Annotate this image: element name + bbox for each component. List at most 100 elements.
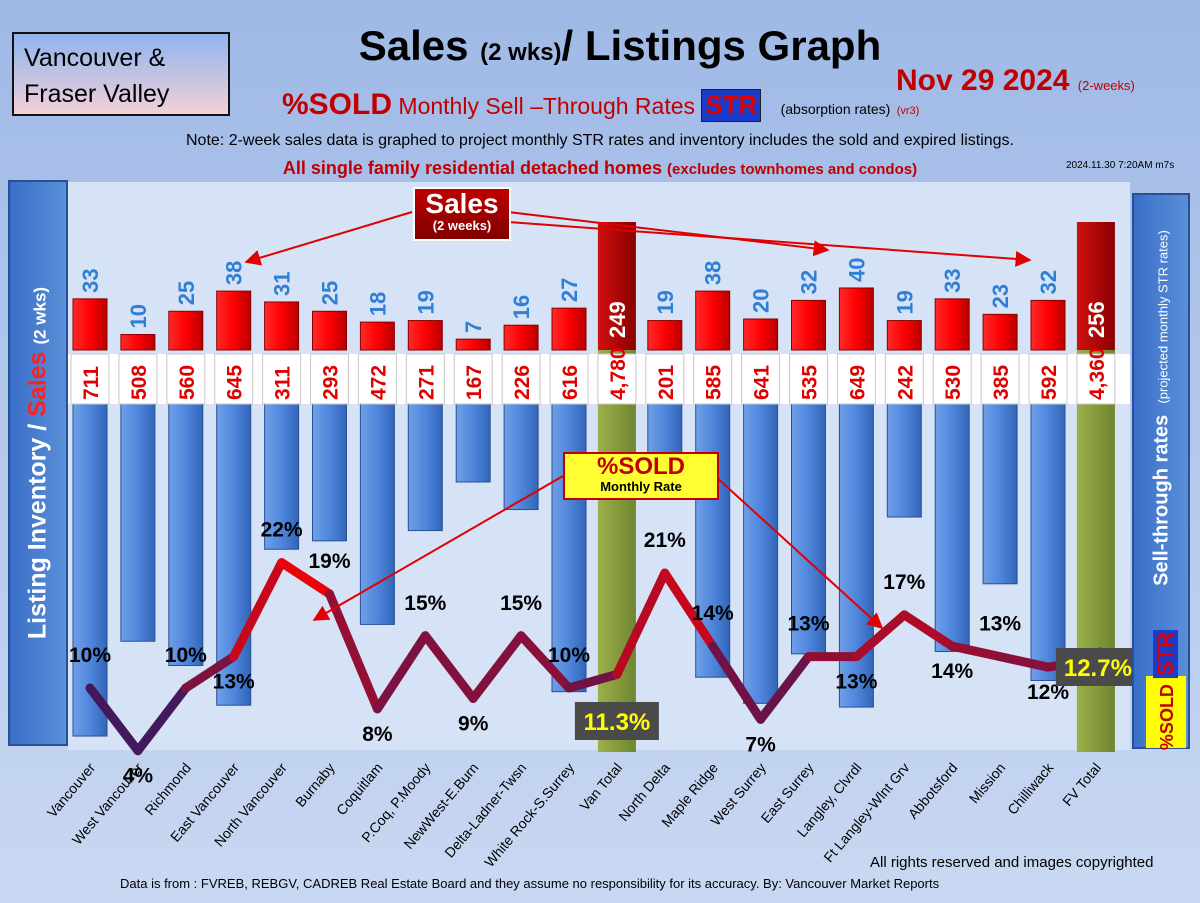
category-label: Abbotsford bbox=[905, 760, 961, 822]
left-axis-label: Listing Inventory / Sales (2 wks) bbox=[24, 287, 53, 639]
detached-note: (excludes townhomes and condos) bbox=[667, 161, 918, 178]
sales-label: 20 bbox=[749, 289, 774, 313]
sales-bar bbox=[1030, 299, 1066, 351]
category-label: Burnaby bbox=[292, 760, 338, 810]
str-line-segment bbox=[851, 610, 909, 662]
date-note: (2-weeks) bbox=[1077, 78, 1135, 93]
category-label: White Rock-S.Surrey bbox=[481, 760, 577, 870]
left-axis-sales: Sales bbox=[23, 351, 52, 417]
inventory-bar bbox=[455, 403, 491, 483]
source-text: Data is from : FVREB, REBGV, CADREB Real… bbox=[120, 876, 940, 891]
str-label: 15% bbox=[500, 592, 542, 615]
inventory-bar bbox=[597, 350, 636, 752]
detached-text: All single family residential detached h… bbox=[282, 158, 663, 178]
category-label: Mission bbox=[966, 760, 1009, 807]
str-line-segment bbox=[325, 589, 382, 714]
str-line-segment bbox=[756, 652, 813, 724]
right-axis-label: Sell-through rates (projected monthly ST… bbox=[1151, 230, 1174, 586]
str-line-segment bbox=[516, 631, 574, 693]
sales-label: 25 bbox=[174, 281, 199, 305]
inventory-label: 311 bbox=[272, 366, 295, 400]
inventory-label-cell bbox=[501, 353, 541, 405]
inventory-label: 649 bbox=[846, 365, 869, 400]
category-label: Van Total bbox=[576, 760, 625, 814]
inventory-bar bbox=[791, 403, 826, 655]
str-label: 10% bbox=[165, 644, 207, 667]
inventory-label-cell bbox=[932, 353, 972, 405]
inventory-label-cell bbox=[357, 353, 397, 405]
str-label: 13% bbox=[213, 671, 255, 694]
sales-label: 19 bbox=[653, 290, 678, 314]
inventory-label-cell bbox=[262, 353, 302, 405]
sales-label: 40 bbox=[844, 258, 869, 282]
title-small: (2 wks) bbox=[480, 39, 562, 66]
str-total-box bbox=[1055, 648, 1140, 686]
detached-heading: All single family residential detached h… bbox=[0, 158, 1200, 179]
sales-bar bbox=[216, 290, 252, 351]
sales-callout-title: Sales bbox=[425, 188, 499, 219]
inventory-bar bbox=[359, 403, 395, 625]
inventory-label-cell bbox=[453, 353, 493, 405]
sales-arrow bbox=[507, 221, 1032, 267]
inventory-label-cell bbox=[549, 353, 589, 405]
inventory-label-cell bbox=[884, 353, 924, 405]
sales-bar bbox=[551, 307, 587, 351]
str-label: 9% bbox=[458, 712, 489, 735]
sales-callout-sub: (2 weeks) bbox=[432, 218, 492, 233]
sold-arrow bbox=[312, 475, 564, 621]
sales-bar bbox=[886, 320, 922, 351]
right-str-badge: STR bbox=[1153, 629, 1178, 678]
sales-label: 25 bbox=[318, 281, 343, 305]
left-axis-wks: (2 wks) bbox=[30, 286, 50, 345]
str-label: 10% bbox=[548, 644, 590, 667]
category-label: Delta-Ladner-Twsn bbox=[441, 760, 529, 861]
subtitle-absorption: (absorption rates) bbox=[780, 101, 891, 117]
str-line-segment bbox=[420, 631, 478, 703]
inventory-label-cell bbox=[789, 353, 828, 405]
sales-bar bbox=[359, 321, 395, 351]
str-line-segment bbox=[947, 641, 1005, 662]
str-label: 11.3% bbox=[584, 709, 651, 736]
inventory-label: 645 bbox=[224, 365, 247, 400]
inventory-label: 641 bbox=[751, 365, 774, 400]
sales-label: 7 bbox=[461, 321, 486, 333]
str-label: 21% bbox=[644, 529, 686, 552]
inventory-bar bbox=[264, 403, 300, 550]
sold-arrow bbox=[714, 475, 884, 630]
inventory-label-cell bbox=[741, 353, 781, 405]
sales-bar bbox=[695, 290, 731, 351]
sales-label: 256 bbox=[1084, 301, 1109, 338]
sales-label: 23 bbox=[988, 284, 1013, 308]
inventory-label-cell bbox=[405, 353, 445, 405]
category-label: Chilliwack bbox=[1004, 759, 1057, 818]
sales-bar bbox=[120, 334, 156, 351]
sold-callout: %SOLD Monthly Rate bbox=[563, 452, 719, 500]
str-label: 19% bbox=[308, 550, 350, 573]
inventory-label: 530 bbox=[942, 365, 965, 400]
str-label: 12% bbox=[1027, 681, 1069, 704]
sales-label: 19 bbox=[413, 290, 438, 314]
inventory-label: 4,780 bbox=[607, 347, 630, 400]
str-label: 22% bbox=[261, 519, 303, 542]
inventory-bar bbox=[120, 403, 156, 642]
str-line-segment bbox=[899, 610, 957, 651]
str-label: 13% bbox=[835, 671, 877, 694]
title-rest: / Listings Graph bbox=[561, 22, 882, 69]
subtitle-pct-sold: %SOLD bbox=[282, 88, 393, 121]
inventory-label-cell bbox=[980, 353, 1020, 405]
sales-bar bbox=[934, 298, 970, 351]
str-label: 14% bbox=[692, 602, 734, 625]
str-line-segment bbox=[612, 568, 670, 679]
sales-bar bbox=[312, 310, 347, 351]
inventory-label-cell bbox=[1028, 353, 1068, 405]
inventory-label: 585 bbox=[703, 365, 726, 400]
inventory-label: 592 bbox=[1038, 365, 1061, 400]
sales-label: 10 bbox=[126, 304, 151, 328]
category-label: FV Total bbox=[1059, 760, 1104, 809]
str-line-segment bbox=[708, 641, 766, 724]
sales-callout: Sales (2 weeks) bbox=[413, 187, 511, 241]
note-text: Note: 2-week sales data is graphed to pr… bbox=[186, 132, 1014, 149]
str-line-segment bbox=[564, 669, 622, 693]
inventory-label: 242 bbox=[894, 365, 917, 400]
str-label: 15% bbox=[404, 592, 446, 615]
